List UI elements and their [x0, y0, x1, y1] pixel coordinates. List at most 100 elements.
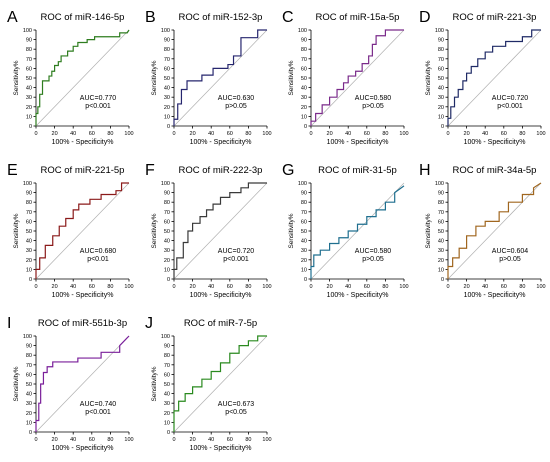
panel-letter: J — [145, 315, 153, 332]
roc-panel-d: D ROC of miR-221-3p 0 10 20 30 40 50 60 70 80 90 100… — [419, 9, 546, 146]
y-axis-label: Sensitivity% — [151, 213, 158, 248]
y-tick-label: 60 — [26, 372, 32, 378]
y-tick-label: 40 — [26, 86, 32, 92]
p-value-annotation: p<0.05 — [225, 409, 247, 416]
p-value-annotation: p>0.05 — [362, 256, 384, 263]
y-tick-label: 60 — [164, 66, 170, 72]
y-tick-label: 100 — [23, 28, 32, 34]
y-tick-label: 100 — [161, 334, 170, 340]
x-tick-label: 40 — [208, 437, 214, 443]
y-tick-label: 50 — [26, 76, 32, 82]
y-tick-label: 10 — [301, 114, 307, 120]
y-tick-label: 70 — [301, 210, 307, 216]
y-tick-label: 100 — [23, 334, 32, 340]
y-tick-label: 50 — [164, 76, 170, 82]
y-tick-label: 30 — [164, 95, 170, 101]
auc-annotation: AUC=0.673 — [218, 401, 254, 408]
x-tick-label: 0 — [34, 284, 37, 290]
y-tick-label: 100 — [435, 181, 444, 187]
y-tick-label: 0 — [167, 124, 170, 130]
y-tick-label: 20 — [26, 105, 32, 111]
x-tick-label: 0 — [172, 284, 175, 290]
y-tick-label: 10 — [301, 267, 307, 273]
auc-annotation: AUC=0.720 — [218, 248, 254, 255]
auc-annotation: AUC=0.630 — [218, 95, 254, 102]
x-tick-label: 100 — [124, 437, 133, 443]
panel-letter: D — [419, 9, 431, 26]
y-tick-label: 80 — [26, 353, 32, 359]
y-tick-label: 30 — [438, 248, 444, 254]
y-tick-label: 0 — [441, 124, 444, 130]
chart-title: ROC of miR-221-5p — [41, 165, 125, 176]
x-tick-label: 100 — [262, 131, 271, 137]
x-tick-label: 20 — [52, 437, 58, 443]
x-tick-label: 80 — [245, 131, 251, 137]
x-tick-label: 60 — [89, 131, 95, 137]
x-tick-label: 40 — [70, 131, 76, 137]
x-tick-label: 40 — [70, 437, 76, 443]
x-axis-label: 100% - Specificity% — [190, 139, 252, 146]
roc-panel-a: A ROC of miR-146-5p 0 10 20 30 40 50 60 70 80 90 100… — [7, 9, 134, 146]
roc-curve — [35, 182, 129, 279]
roc-curve — [173, 335, 267, 432]
y-tick-label: 0 — [29, 430, 32, 436]
y-tick-label: 90 — [164, 191, 170, 197]
roc-panel-f: F ROC of miR-222-3p 0 10 20 30 40 50 60 70 80 90 100… — [145, 162, 272, 299]
x-axis-label: 100% - Specificity% — [190, 292, 252, 299]
y-tick-label: 100 — [23, 181, 32, 187]
x-tick-label: 0 — [34, 437, 37, 443]
y-tick-label: 10 — [26, 114, 32, 120]
y-tick-label: 70 — [164, 57, 170, 63]
x-tick-label: 60 — [364, 131, 370, 137]
roc-curve — [447, 182, 542, 279]
y-tick-label: 30 — [301, 95, 307, 101]
x-tick-label: 60 — [89, 437, 95, 443]
reference-diagonal — [310, 29, 405, 127]
x-tick-label: 80 — [107, 437, 113, 443]
chart-title: ROC of miR-221-3p — [453, 12, 537, 23]
auc-annotation: AUC=0.580 — [355, 95, 391, 102]
reference-diagonal — [447, 182, 542, 280]
y-tick-label: 50 — [301, 76, 307, 82]
x-tick-label: 0 — [172, 437, 175, 443]
y-tick-label: 80 — [301, 47, 307, 53]
y-tick-label: 40 — [301, 86, 307, 92]
y-tick-label: 40 — [438, 86, 444, 92]
panel-letter: C — [282, 9, 294, 26]
y-tick-label: 30 — [164, 401, 170, 407]
roc-panel-i: I ROC of miR-551b-3p 0 10 20 30 40 50 60 70 80 90 10… — [7, 315, 134, 452]
y-tick-label: 0 — [29, 277, 32, 283]
y-tick-label: 50 — [164, 229, 170, 235]
x-tick-label: 0 — [172, 131, 175, 137]
y-tick-label: 40 — [164, 86, 170, 92]
roc-panel-c: C ROC of miR-15a-5p 0 10 20 30 40 50 60 70 80 90 100… — [282, 9, 409, 146]
x-tick-label: 0 — [446, 131, 449, 137]
chart-title: ROC of miR-15a-5p — [316, 12, 400, 23]
x-axis-label: 100% - Specificity% — [52, 139, 114, 146]
y-tick-label: 70 — [164, 363, 170, 369]
roc-curve — [35, 29, 130, 126]
roc-curve — [173, 182, 267, 279]
x-tick-label: 80 — [382, 131, 388, 137]
chart-title: ROC of miR-31-5p — [318, 165, 397, 176]
y-tick-label: 100 — [161, 28, 170, 34]
x-tick-label: 0 — [309, 131, 312, 137]
y-tick-label: 70 — [438, 57, 444, 63]
y-axis-label: Sensitivity% — [425, 213, 432, 248]
y-tick-label: 40 — [26, 392, 32, 398]
y-tick-label: 60 — [26, 219, 32, 225]
y-tick-label: 80 — [438, 47, 444, 53]
y-tick-label: 90 — [301, 191, 307, 197]
x-tick-label: 40 — [70, 284, 76, 290]
y-tick-label: 90 — [164, 344, 170, 350]
x-axis-label: 100% - Specificity% — [327, 139, 389, 146]
x-tick-label: 60 — [227, 437, 233, 443]
y-tick-label: 0 — [167, 430, 170, 436]
y-tick-label: 80 — [301, 200, 307, 206]
y-tick-label: 20 — [26, 411, 32, 417]
y-tick-label: 0 — [304, 124, 307, 130]
y-tick-label: 60 — [301, 66, 307, 72]
p-value-annotation: p<0.01 — [87, 256, 109, 263]
chart-title: ROC of miR-34a-5p — [453, 165, 537, 176]
